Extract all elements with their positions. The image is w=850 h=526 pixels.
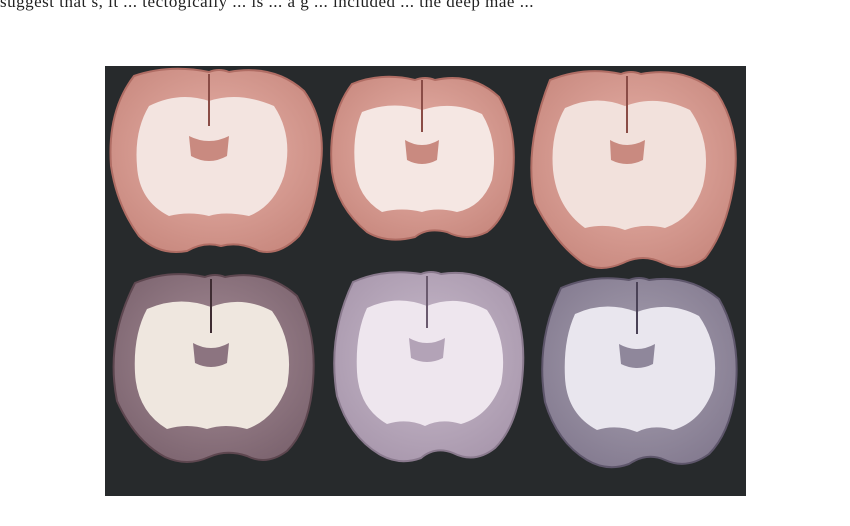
brain-slices-photo bbox=[105, 66, 746, 496]
slice-top-left bbox=[109, 67, 323, 253]
slice-top-middle bbox=[330, 75, 515, 241]
cropped-caption-text: suggest that s, it ... tectogically ... … bbox=[0, 0, 534, 11]
slice-bottom-right bbox=[541, 277, 738, 469]
slice-bottom-middle bbox=[333, 271, 525, 463]
brain-slices-illustration bbox=[109, 67, 738, 469]
slice-top-right bbox=[530, 70, 737, 269]
slice-bottom-left bbox=[112, 273, 315, 463]
